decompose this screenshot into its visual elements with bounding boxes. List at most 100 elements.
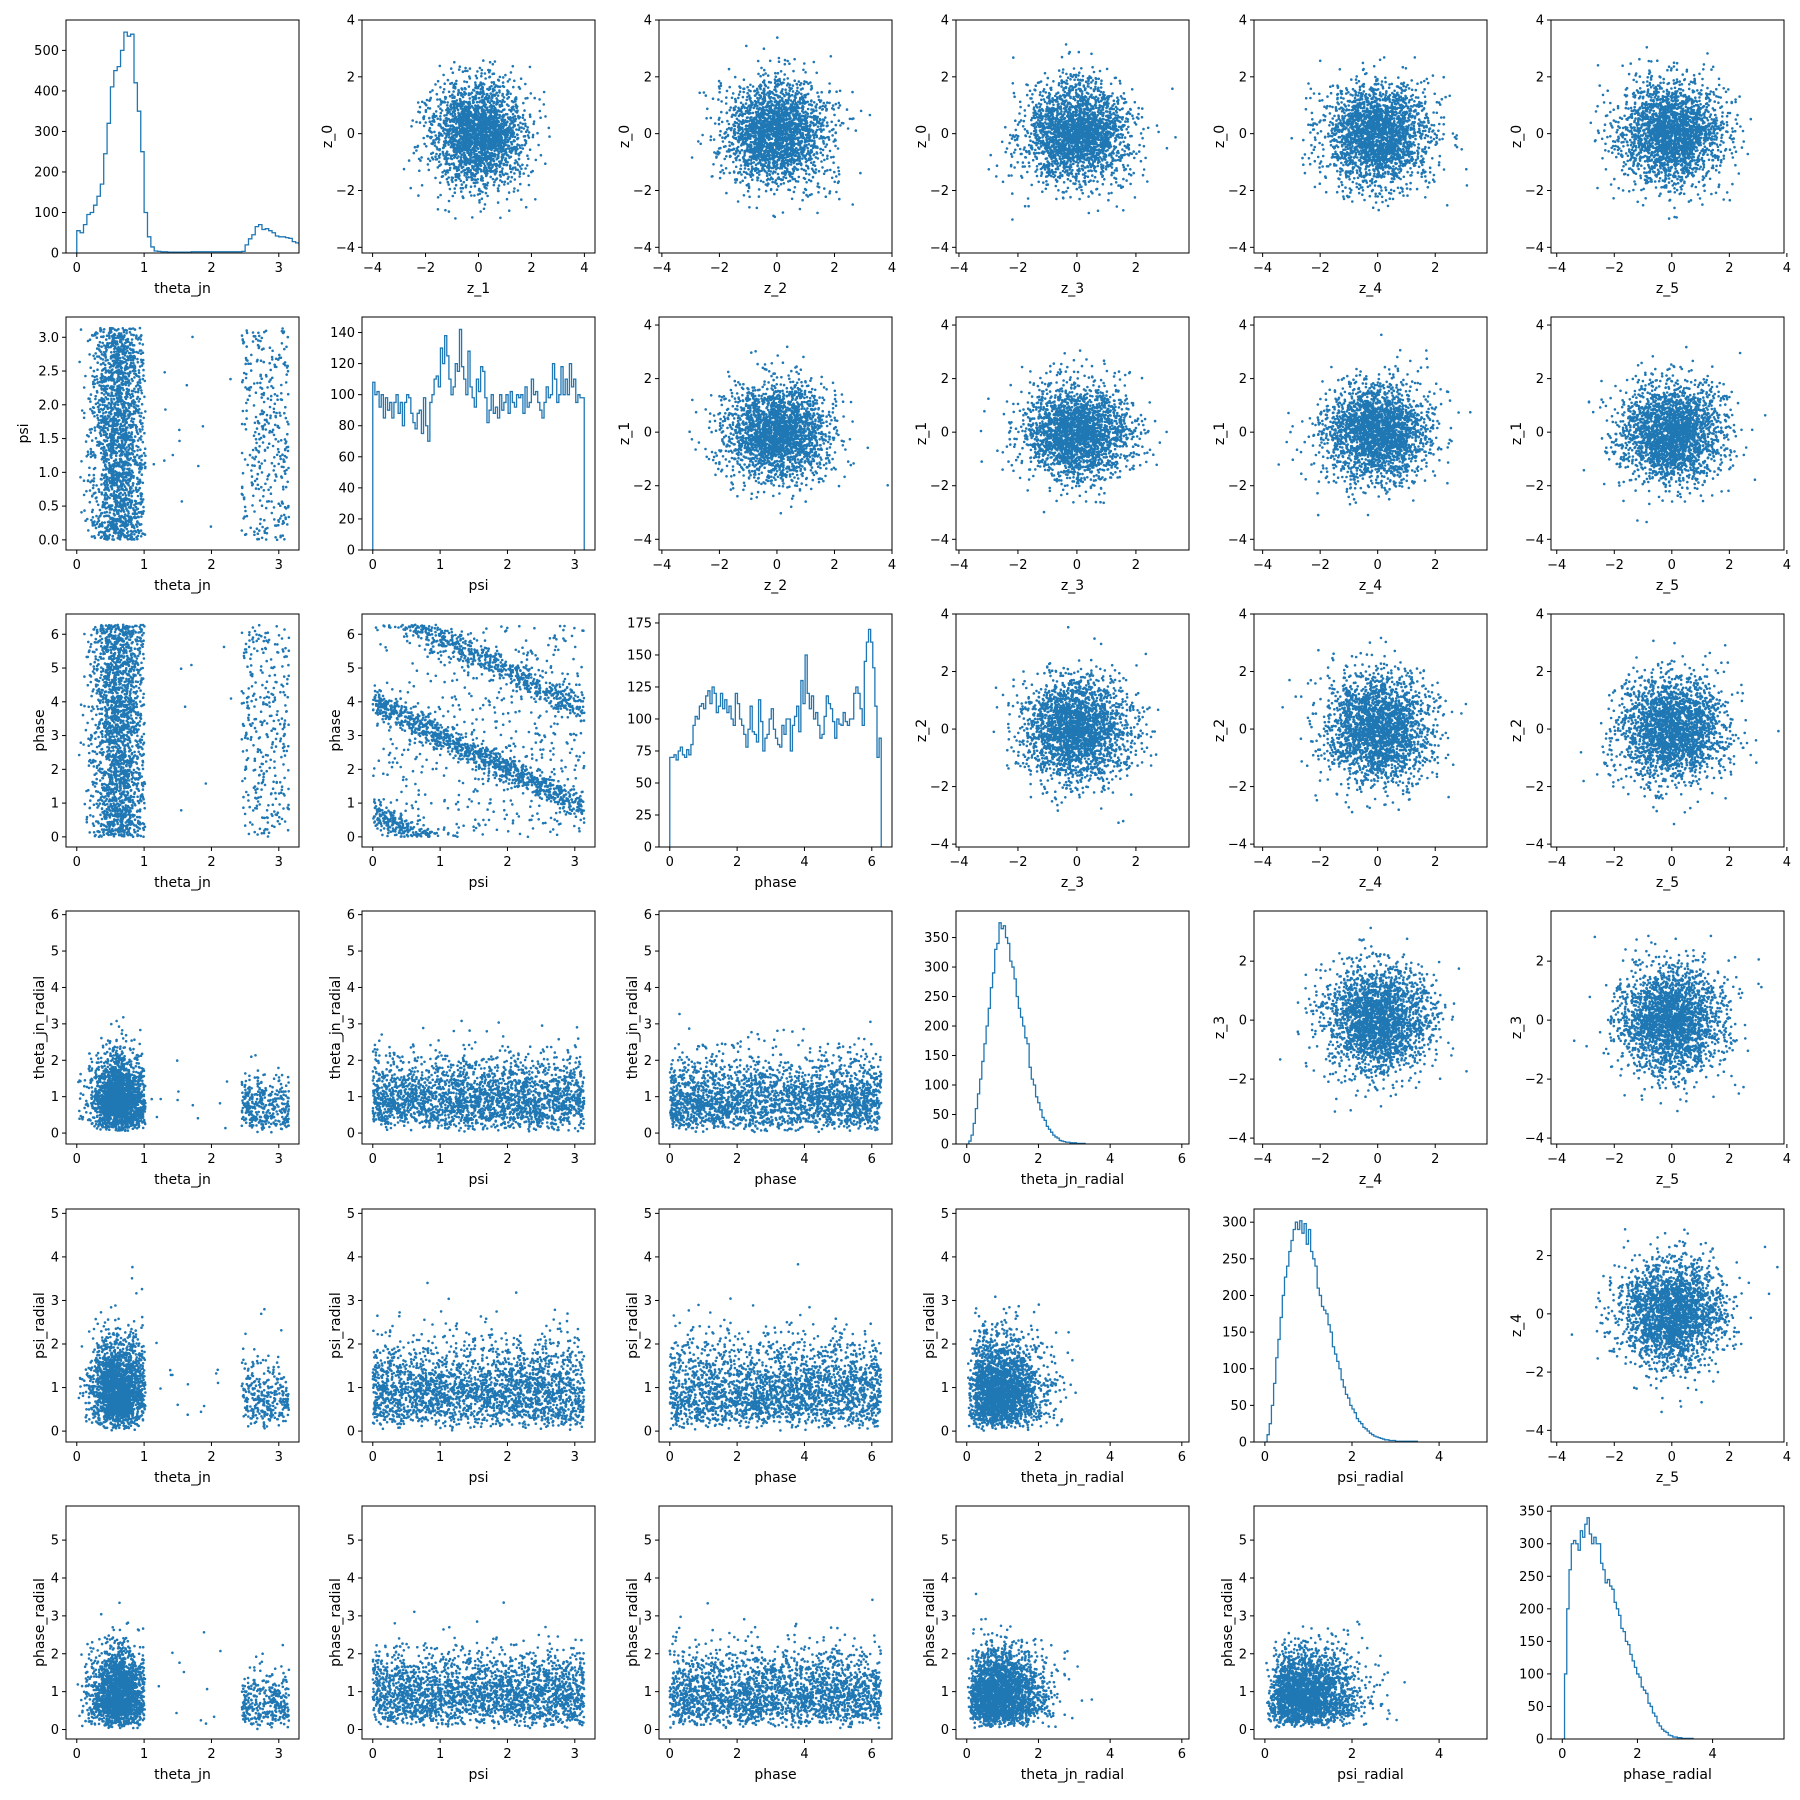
y-tick-label: 3.0 (38, 331, 59, 346)
y-tick-label: 5 (644, 1207, 652, 1222)
x-tick-label: 0 (1261, 1450, 1269, 1465)
y-tick-label: −4 (930, 838, 949, 853)
x-tick-label: 2 (733, 1152, 741, 1167)
y-tick-label: 0 (941, 723, 949, 738)
y-tick-label: −4 (1228, 241, 1247, 256)
y-tick-label: 125 (627, 680, 652, 695)
histogram-step-line (966, 922, 1086, 1144)
x-tick-label: 1 (436, 855, 444, 870)
y-tick-label: 0 (1239, 1014, 1247, 1029)
x-tick-label: 1 (140, 1747, 148, 1762)
scatter-points (1278, 926, 1468, 1113)
y-tick-label: −2 (1525, 479, 1544, 494)
y-tick-label: 60 (338, 450, 355, 465)
x-tick-label: 4 (1783, 1152, 1791, 1167)
y-tick-label: 4 (941, 14, 949, 29)
y-axis-label: z_0 (320, 125, 336, 148)
y-tick-label: 2 (347, 1647, 355, 1662)
y-tick-label: 2 (1536, 70, 1544, 85)
x-axis-label: z_3 (1061, 281, 1084, 297)
y-tick-label: 2 (347, 763, 355, 778)
subplot-r5-c4: 0 2 4 0 1 2 3 4 5 psi_radial phase_radial (1220, 1505, 1488, 1783)
y-tick-label: 50 (1527, 1700, 1544, 1715)
y-tick-label: 0 (51, 247, 59, 262)
plot-marks (966, 1592, 1094, 1729)
x-tick-label: −4 (652, 558, 671, 573)
axes-frame (65, 613, 300, 848)
plot-marks (688, 345, 890, 515)
y-tick-label: 0 (51, 830, 59, 845)
axes-frame (658, 1208, 893, 1443)
y-tick-label: 100 (924, 1079, 949, 1094)
y-axis-label: theta_jn_radial (32, 976, 48, 1079)
y-tick-label: 4 (347, 695, 355, 710)
x-tick-label: 2 (1431, 855, 1439, 870)
x-tick-label: 4 (1106, 1450, 1114, 1465)
x-tick-label: 3 (275, 1152, 283, 1167)
scatter-points (967, 1295, 1077, 1432)
x-tick-label: −2 (1605, 261, 1624, 276)
x-tick-label: 0 (1668, 855, 1676, 870)
x-tick-label: 6 (1178, 1152, 1186, 1167)
subplot-r5-c0: 0 1 2 3 0 1 2 3 4 5 theta_jn phase_radial (32, 1505, 300, 1783)
x-tick-label: 1 (436, 1450, 444, 1465)
x-tick-label: 4 (1106, 1152, 1114, 1167)
scatter-points (371, 1019, 586, 1133)
scatter-points (987, 43, 1177, 221)
subplot-r4-c2: 0 2 4 6 0 1 2 3 4 5 phase psi_radial (625, 1207, 893, 1486)
plot-marks (78, 326, 291, 542)
y-tick-label: 1 (347, 1090, 355, 1105)
x-tick-label: −4 (1547, 261, 1566, 276)
y-tick-label: 0.0 (38, 533, 59, 548)
y-tick-label: 3 (347, 729, 355, 744)
y-tick-label: 1 (347, 797, 355, 812)
y-tick-label: 120 (330, 357, 355, 372)
x-tick-label: 0 (73, 1747, 81, 1762)
x-tick-label: 6 (1178, 1747, 1186, 1762)
x-tick-label: −4 (949, 855, 968, 870)
y-tick-label: 4 (51, 1571, 59, 1586)
subplot-r0-c0: 0 1 2 3 0 100 200 300 400 500 theta_jn (34, 19, 300, 297)
x-tick-label: −2 (1605, 558, 1624, 573)
x-tick-label: 2 (1348, 1747, 1356, 1762)
axes-frame (658, 910, 893, 1145)
x-tick-label: 2 (207, 855, 215, 870)
y-axis-label: phase (328, 709, 344, 751)
x-tick-label: −4 (1547, 1152, 1566, 1167)
y-tick-label: 500 (34, 44, 59, 59)
x-tick-label: 2 (503, 855, 511, 870)
x-tick-label: 2 (503, 558, 511, 573)
y-tick-label: 3 (644, 1017, 652, 1032)
subplot-r1-c5: −4 −2 0 2 4 −4 −2 0 2 4 z_5 z_1 (1509, 316, 1791, 594)
scatter-points (78, 326, 291, 542)
y-tick-label: −4 (633, 241, 652, 256)
y-tick-label: 0 (51, 1723, 59, 1738)
plot-marks (1277, 333, 1472, 517)
y-tick-label: 2 (51, 763, 59, 778)
x-tick-label: 3 (571, 1450, 579, 1465)
axes-frame (955, 1505, 1190, 1740)
axes-frame (1253, 316, 1488, 551)
x-tick-label: 2 (207, 1747, 215, 1762)
y-tick-label: 5 (347, 662, 355, 677)
x-tick-label: 4 (800, 855, 808, 870)
x-tick-label: 2 (1633, 1747, 1641, 1762)
subplot-r1-c2: −4 −2 0 2 4 −4 −2 0 2 4 z_2 z_1 (617, 316, 896, 594)
x-tick-label: 2 (830, 558, 838, 573)
axes-frame (1253, 910, 1488, 1145)
histogram-step-line (372, 328, 585, 550)
y-tick-label: 5 (51, 1207, 59, 1222)
y-tick-label: 2 (644, 1054, 652, 1069)
subplot-r4-c4: 0 2 4 0 50 100 150 200 250 300 psi_radial (1222, 1208, 1488, 1486)
x-axis-label: psi (468, 578, 488, 594)
x-tick-label: 2 (207, 1152, 215, 1167)
y-tick-label: 4 (1536, 319, 1544, 334)
y-tick-label: 0.5 (38, 500, 59, 515)
plot-marks (77, 1016, 291, 1134)
plot-marks (979, 349, 1168, 514)
x-tick-label: 0 (1668, 261, 1676, 276)
y-tick-label: 3 (941, 1294, 949, 1309)
x-tick-label: 2 (1431, 558, 1439, 573)
x-axis-label: z_5 (1656, 578, 1679, 594)
x-tick-label: 4 (580, 261, 588, 276)
